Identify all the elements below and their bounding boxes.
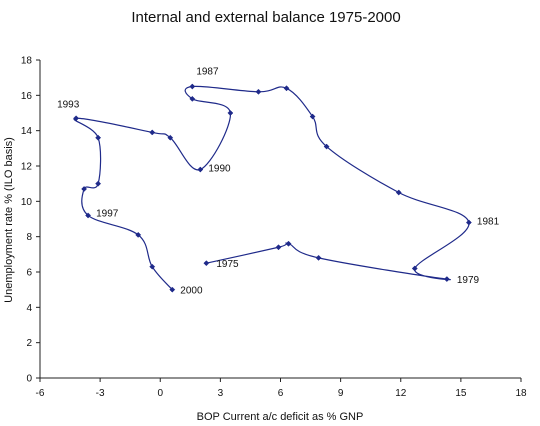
data-point xyxy=(189,95,196,102)
data-point xyxy=(309,113,316,120)
y-axis-ticks: 0 2 4 6 8 10 12 14 16 18 xyxy=(21,56,40,385)
data-point xyxy=(411,265,418,272)
data-point xyxy=(395,189,402,196)
point-label: 1981 xyxy=(477,217,500,228)
chart-title: Internal and external balance 1975-2000 xyxy=(131,9,400,26)
data-point xyxy=(465,219,472,226)
x-tick-label: 15 xyxy=(455,388,467,399)
data-point xyxy=(167,134,174,141)
y-tick-label: 16 xyxy=(21,91,33,102)
data-point xyxy=(443,276,450,283)
data-point xyxy=(149,263,156,270)
data-point xyxy=(323,143,330,150)
point-label: 2000 xyxy=(180,286,203,297)
x-tick-label: 18 xyxy=(515,388,527,399)
x-axis-label: BOP Current a/c deficit as % GNP xyxy=(197,411,364,423)
y-tick-label: 10 xyxy=(21,197,33,208)
x-axis-ticks: -6 -3 0 3 6 9 12 15 18 xyxy=(36,378,527,399)
y-tick-label: 12 xyxy=(21,162,33,173)
data-point xyxy=(315,254,322,261)
data-point xyxy=(283,85,290,92)
point-label: 1987 xyxy=(196,67,219,78)
point-label: 1993 xyxy=(57,99,80,110)
data-point xyxy=(95,180,102,187)
data-point xyxy=(227,110,234,116)
data-point xyxy=(169,286,176,293)
y-tick-label: 14 xyxy=(21,126,33,137)
x-tick-label: 12 xyxy=(395,388,407,399)
x-tick-label: -6 xyxy=(36,388,45,399)
data-point xyxy=(135,231,142,238)
data-point xyxy=(197,166,204,173)
point-label: 1979 xyxy=(457,275,480,286)
data-point xyxy=(73,115,80,122)
y-tick-label: 0 xyxy=(26,374,32,385)
x-tick-label: 0 xyxy=(157,388,163,399)
point-label: 1990 xyxy=(208,164,231,175)
data-point xyxy=(255,88,262,95)
point-label: 1975 xyxy=(216,259,239,270)
data-point xyxy=(85,212,92,219)
point-label: 1997 xyxy=(96,208,119,219)
data-point xyxy=(203,260,210,267)
y-tick-label: 8 xyxy=(26,232,32,243)
y-tick-label: 4 xyxy=(26,303,32,314)
series-line xyxy=(73,85,470,291)
data-point xyxy=(285,240,292,247)
x-tick-label: 6 xyxy=(278,388,284,399)
x-tick-label: 9 xyxy=(338,388,344,399)
y-tick-label: 2 xyxy=(26,338,32,349)
data-markers xyxy=(73,83,472,293)
data-point xyxy=(275,244,282,251)
y-tick-label: 6 xyxy=(26,268,32,279)
x-tick-label: 3 xyxy=(218,388,224,399)
data-point xyxy=(95,134,102,141)
x-tick-label: -3 xyxy=(96,388,105,399)
y-tick-label: 18 xyxy=(21,56,33,67)
data-point xyxy=(81,186,88,192)
data-point xyxy=(189,83,196,90)
y-axis-label: Unemployment rate % (ILO basis) xyxy=(3,137,15,303)
data-point xyxy=(149,129,156,136)
point-labels: 1975 1979 1981 1987 1990 1993 1997 2000 xyxy=(57,67,500,297)
